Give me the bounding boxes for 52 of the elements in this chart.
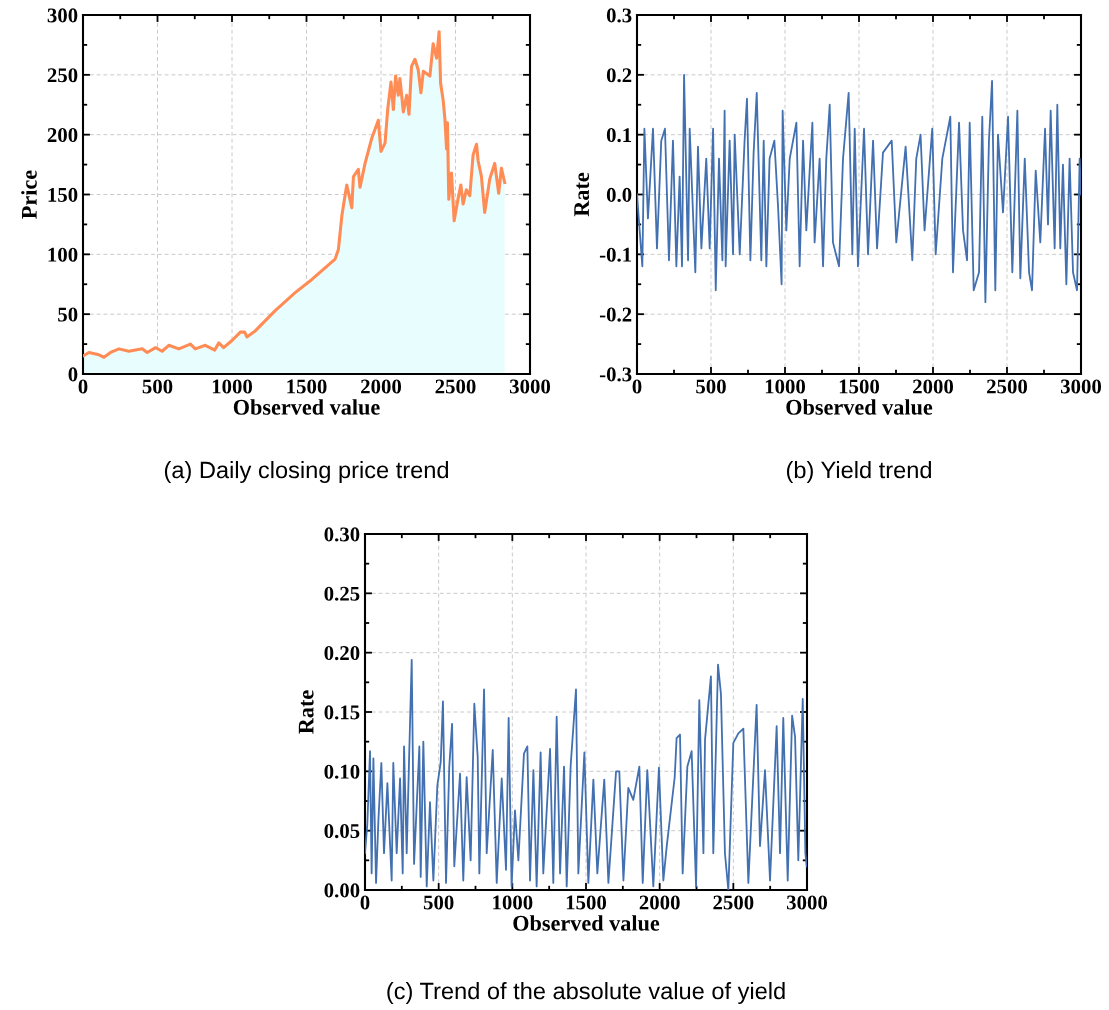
y-tick-label: 0.15 — [324, 705, 360, 720]
y-axis-title: Price — [21, 170, 37, 219]
x-tick-label: 0 — [360, 895, 370, 910]
x-tick-label: 1000 — [493, 895, 533, 910]
x-tick-label: 3000 — [509, 379, 551, 394]
x-tick-label: 500 — [142, 379, 173, 394]
line-series — [637, 73, 1081, 304]
x-tick-label: 2500 — [987, 379, 1028, 394]
y-tick-label: 250 — [47, 68, 78, 83]
y-tick-label: 100 — [48, 247, 78, 262]
text: (c) Trend of the absolute value of yield — [387, 981, 785, 1005]
y-tick-label: 0.30 — [324, 527, 360, 542]
x-tick-label: 1500 — [566, 895, 607, 910]
y-tick-label: 0.0 — [606, 187, 632, 203]
x-tick-label: 2000 — [913, 379, 954, 394]
x-tick-label: 2500 — [713, 895, 754, 910]
y-axis-title: Rate — [574, 172, 590, 217]
x-tick-label: 500 — [696, 379, 726, 394]
y-tick-label: 0.2 — [606, 68, 632, 83]
y-tick-label: 0.1 — [606, 128, 632, 143]
x-tick-label: 3000 — [786, 895, 828, 910]
y-tick-label: 0.10 — [324, 764, 360, 779]
y-tick-label: 0.3 — [606, 8, 632, 23]
y-tick-label: 0.25 — [324, 586, 360, 601]
y-tick-label: -0.1 — [599, 247, 632, 262]
y-tick-label: 0 — [68, 367, 78, 382]
y-tick-label: -0.3 — [599, 367, 632, 382]
x-tick-label: 1500 — [287, 379, 327, 394]
y-tick-label: 300 — [47, 8, 78, 23]
x-tick-label: 1500 — [839, 379, 880, 394]
y-tick-label: 200 — [47, 128, 78, 143]
y-tick-label: 50 — [58, 307, 78, 322]
x-axis-title: Observed value — [233, 399, 380, 415]
x-tick-label: 0 — [78, 379, 88, 394]
text: (a) Daily closing price trend — [164, 460, 449, 483]
x-tick-label: 2000 — [361, 379, 402, 394]
x-axis-title: Observed value — [786, 399, 933, 415]
y-tick-label: -0.2 — [599, 307, 632, 322]
x-tick-label: 0 — [632, 379, 642, 394]
x-tick-label: 1000 — [212, 379, 253, 394]
x-tick-label: 2000 — [639, 895, 680, 910]
x-tick-label: 1000 — [765, 379, 806, 394]
y-axis-title: Rate — [298, 690, 314, 734]
x-tick-label: 2500 — [435, 379, 476, 394]
x-axis-title: Observed value — [513, 915, 660, 931]
y-tick-label: 0.00 — [324, 883, 360, 898]
y-tick-label: 0.05 — [324, 824, 360, 839]
y-tick-label: 150 — [48, 187, 78, 202]
text: (b) Yield trend — [786, 460, 931, 483]
x-tick-label: 3000 — [1060, 379, 1102, 394]
y-tick-label: 0.20 — [324, 646, 360, 661]
x-tick-label: 500 — [423, 895, 454, 910]
